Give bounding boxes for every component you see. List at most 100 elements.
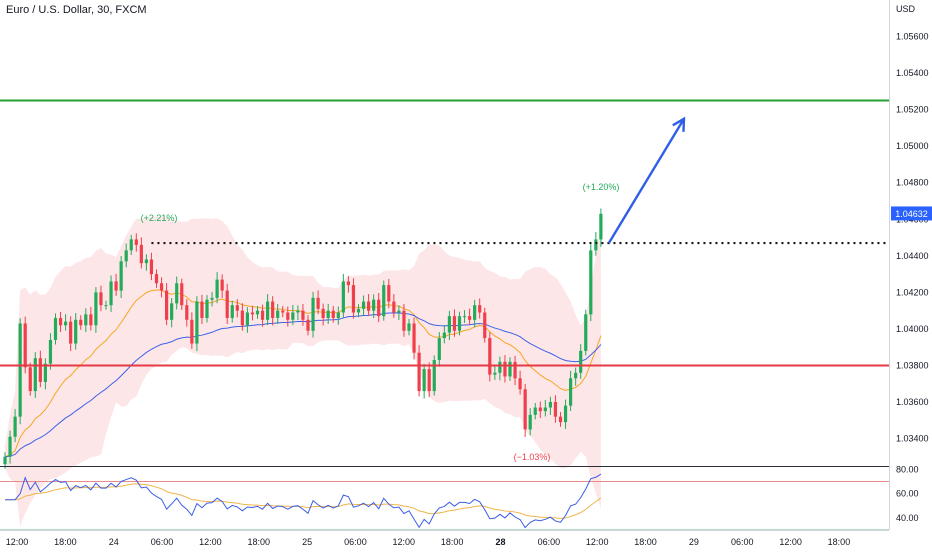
candle-body (346, 281, 350, 286)
candle-body (432, 360, 436, 392)
candle-body (513, 361, 517, 379)
candle-body (493, 372, 497, 375)
candle-body (437, 338, 441, 361)
candle-body (276, 310, 280, 318)
candle-body (574, 372, 578, 379)
y-tick-label: 1.04800 (896, 178, 929, 188)
x-tick-label: 29 (689, 537, 699, 547)
x-tick-label: 18:00 (634, 537, 657, 547)
candle-body (48, 339, 53, 364)
candle-body (271, 301, 275, 318)
candle-body (402, 310, 406, 331)
candle-body (210, 297, 214, 300)
candle-body (159, 283, 164, 291)
candle-body (119, 261, 123, 291)
candle-body (165, 290, 169, 320)
x-tick-label: 18:00 (247, 537, 270, 547)
currency-label: USD (896, 4, 916, 14)
x-tick-label: 18:00 (441, 537, 464, 547)
candle-body (154, 274, 159, 284)
candle-body (291, 312, 295, 320)
candle-body (442, 332, 446, 339)
candle-body (170, 303, 174, 320)
candle-body (503, 361, 507, 377)
candle-body (372, 299, 376, 311)
candle-body (367, 301, 371, 311)
candle-body (43, 363, 47, 382)
candle-body (558, 416, 563, 423)
y-tick-label: 1.03600 (896, 397, 929, 407)
candle-body (114, 281, 118, 291)
y-tick-label: 1.04000 (896, 324, 929, 334)
candle-body (215, 279, 219, 298)
candle-body (447, 316, 451, 333)
y-tick-label: 1.05200 (896, 105, 929, 115)
candle-body (321, 308, 325, 318)
candle-body (569, 378, 573, 406)
candle-body (296, 310, 300, 313)
candle-body (281, 310, 285, 313)
candle-body (462, 316, 467, 318)
candle-body (412, 323, 416, 353)
candle-body (3, 456, 7, 465)
candle-body (387, 285, 391, 302)
candle-body (301, 310, 305, 320)
candle-body (543, 407, 547, 412)
candle-body (518, 378, 522, 390)
annotation-up-left: (+2.21%) (141, 213, 178, 223)
candle-body (250, 312, 255, 315)
x-tick-label: 06:00 (731, 537, 754, 547)
candle-body (58, 317, 63, 326)
candle-body (508, 361, 512, 377)
candle-body (553, 402, 558, 417)
candle-body (377, 299, 381, 317)
candle-body (180, 283, 184, 306)
candle-body (74, 319, 78, 344)
projection-arrow-head (672, 116, 686, 132)
y-tick-label: 1.05400 (896, 68, 929, 78)
x-tick-label: 28 (495, 537, 505, 547)
candle-body (563, 405, 568, 423)
y-tick-label: 1.05000 (896, 141, 929, 151)
annotation-down: (−1.03%) (514, 452, 551, 462)
candle-body (457, 316, 462, 331)
rsi-line (5, 473, 602, 529)
candle-body (240, 310, 244, 326)
candle-body (533, 407, 537, 415)
candle-body (336, 312, 340, 318)
candle-body (452, 316, 457, 331)
candle-body (104, 305, 108, 307)
rsi-moving-average (5, 483, 602, 519)
x-tick-label: 12:00 (393, 537, 416, 547)
bollinger-band (5, 216, 601, 527)
candle-body (195, 301, 199, 344)
candle-body (266, 301, 270, 320)
y-tick-label: 1.04200 (896, 287, 929, 297)
candle-body (28, 367, 32, 392)
symbol-title: Euro / U.S. Dollar, 30, FXCM (6, 4, 147, 16)
candle-body (255, 310, 260, 315)
x-tick-label: 25 (302, 537, 312, 547)
candle-body (79, 319, 83, 326)
candle-body (89, 314, 93, 326)
candle-body (99, 292, 103, 306)
candle-body (109, 281, 113, 306)
candle-body (488, 338, 492, 375)
candle-body (175, 283, 179, 304)
y-tick-label: 1.05600 (896, 32, 929, 42)
candle-body (548, 402, 552, 408)
candle-body (594, 239, 598, 251)
candle-body (392, 301, 396, 313)
candle-body (260, 310, 265, 320)
x-tick-label: 12:00 (586, 537, 609, 547)
candle-body (18, 323, 22, 417)
candle-body (417, 352, 421, 392)
x-tick-label: 06:00 (151, 537, 174, 547)
candle-body (407, 323, 411, 331)
candle-body (53, 317, 58, 340)
candle-body (579, 350, 583, 373)
last-price-badge (891, 206, 932, 221)
candle-body (38, 358, 42, 382)
